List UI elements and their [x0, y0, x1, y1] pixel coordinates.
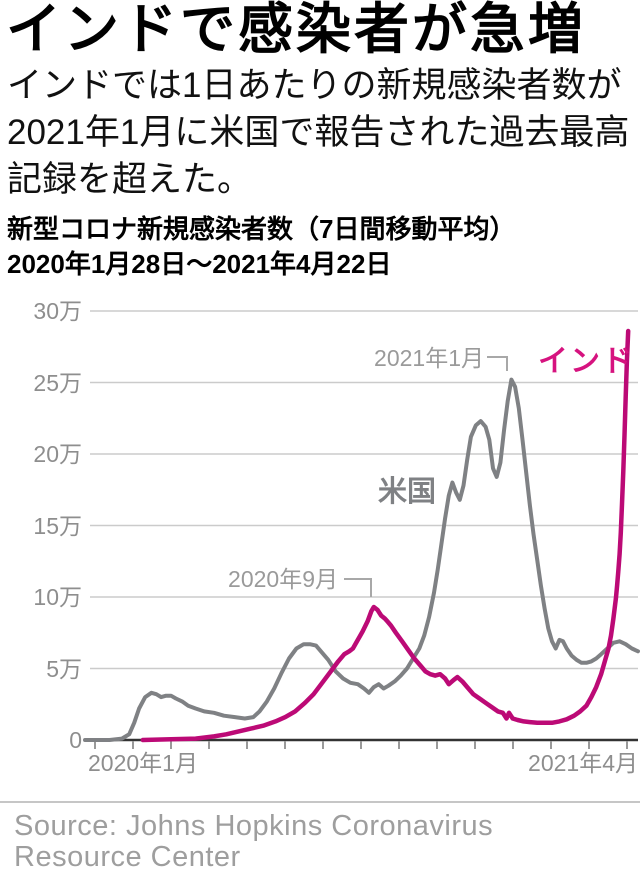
chart-heading: 新型コロナ新規感染者数（7日間移動平均） 2020年1月28日〜2021年4月2… — [7, 212, 639, 282]
y-axis-label: 5万 — [46, 656, 82, 682]
chart-heading-line: 新型コロナ新規感染者数（7日間移動平均） — [7, 214, 516, 244]
us-line — [83, 377, 640, 742]
y-axis-label: 10万 — [33, 584, 82, 610]
india-line — [140, 328, 631, 743]
x-axis-label-end: 2021年4月 — [528, 750, 638, 776]
series-label-us: 米国 — [378, 476, 437, 508]
page-subtitle: インドでは1日あたりの新規感染者数が 2021年1月に米国で報告された過去最高 … — [7, 62, 639, 203]
subtitle-line: インドでは1日あたりの新規感染者数が — [7, 66, 622, 105]
y-axis-label: 30万 — [33, 298, 82, 324]
subtitle-line: 記録を超えた。 — [7, 160, 253, 199]
y-axis-label: 20万 — [33, 441, 82, 467]
annotation-september-label: 2020年9月 — [228, 566, 338, 592]
annotation-leader-january — [487, 356, 508, 371]
y-axis-label: 15万 — [33, 513, 82, 539]
series-label-india: インド — [538, 345, 634, 378]
source-block: Source: Johns Hopkins Coronavirus Resour… — [0, 801, 640, 873]
source-text: Source: Johns Hopkins Coronavirus Resour… — [14, 810, 494, 873]
page-title: インドで感染者が急増 — [6, 0, 587, 60]
annotation-leader-september — [344, 578, 372, 597]
subtitle-line: 2021年1月に米国で報告された過去最高 — [7, 113, 630, 152]
chart-heading-line: 2020年1月28日〜2021年4月22日 — [7, 249, 392, 279]
y-axis-label: 0 — [69, 727, 82, 753]
annotation-january-label: 2021年1月 — [374, 345, 484, 371]
y-axis-label: 25万 — [33, 370, 82, 396]
x-axis-label-start: 2020年1月 — [88, 750, 198, 776]
